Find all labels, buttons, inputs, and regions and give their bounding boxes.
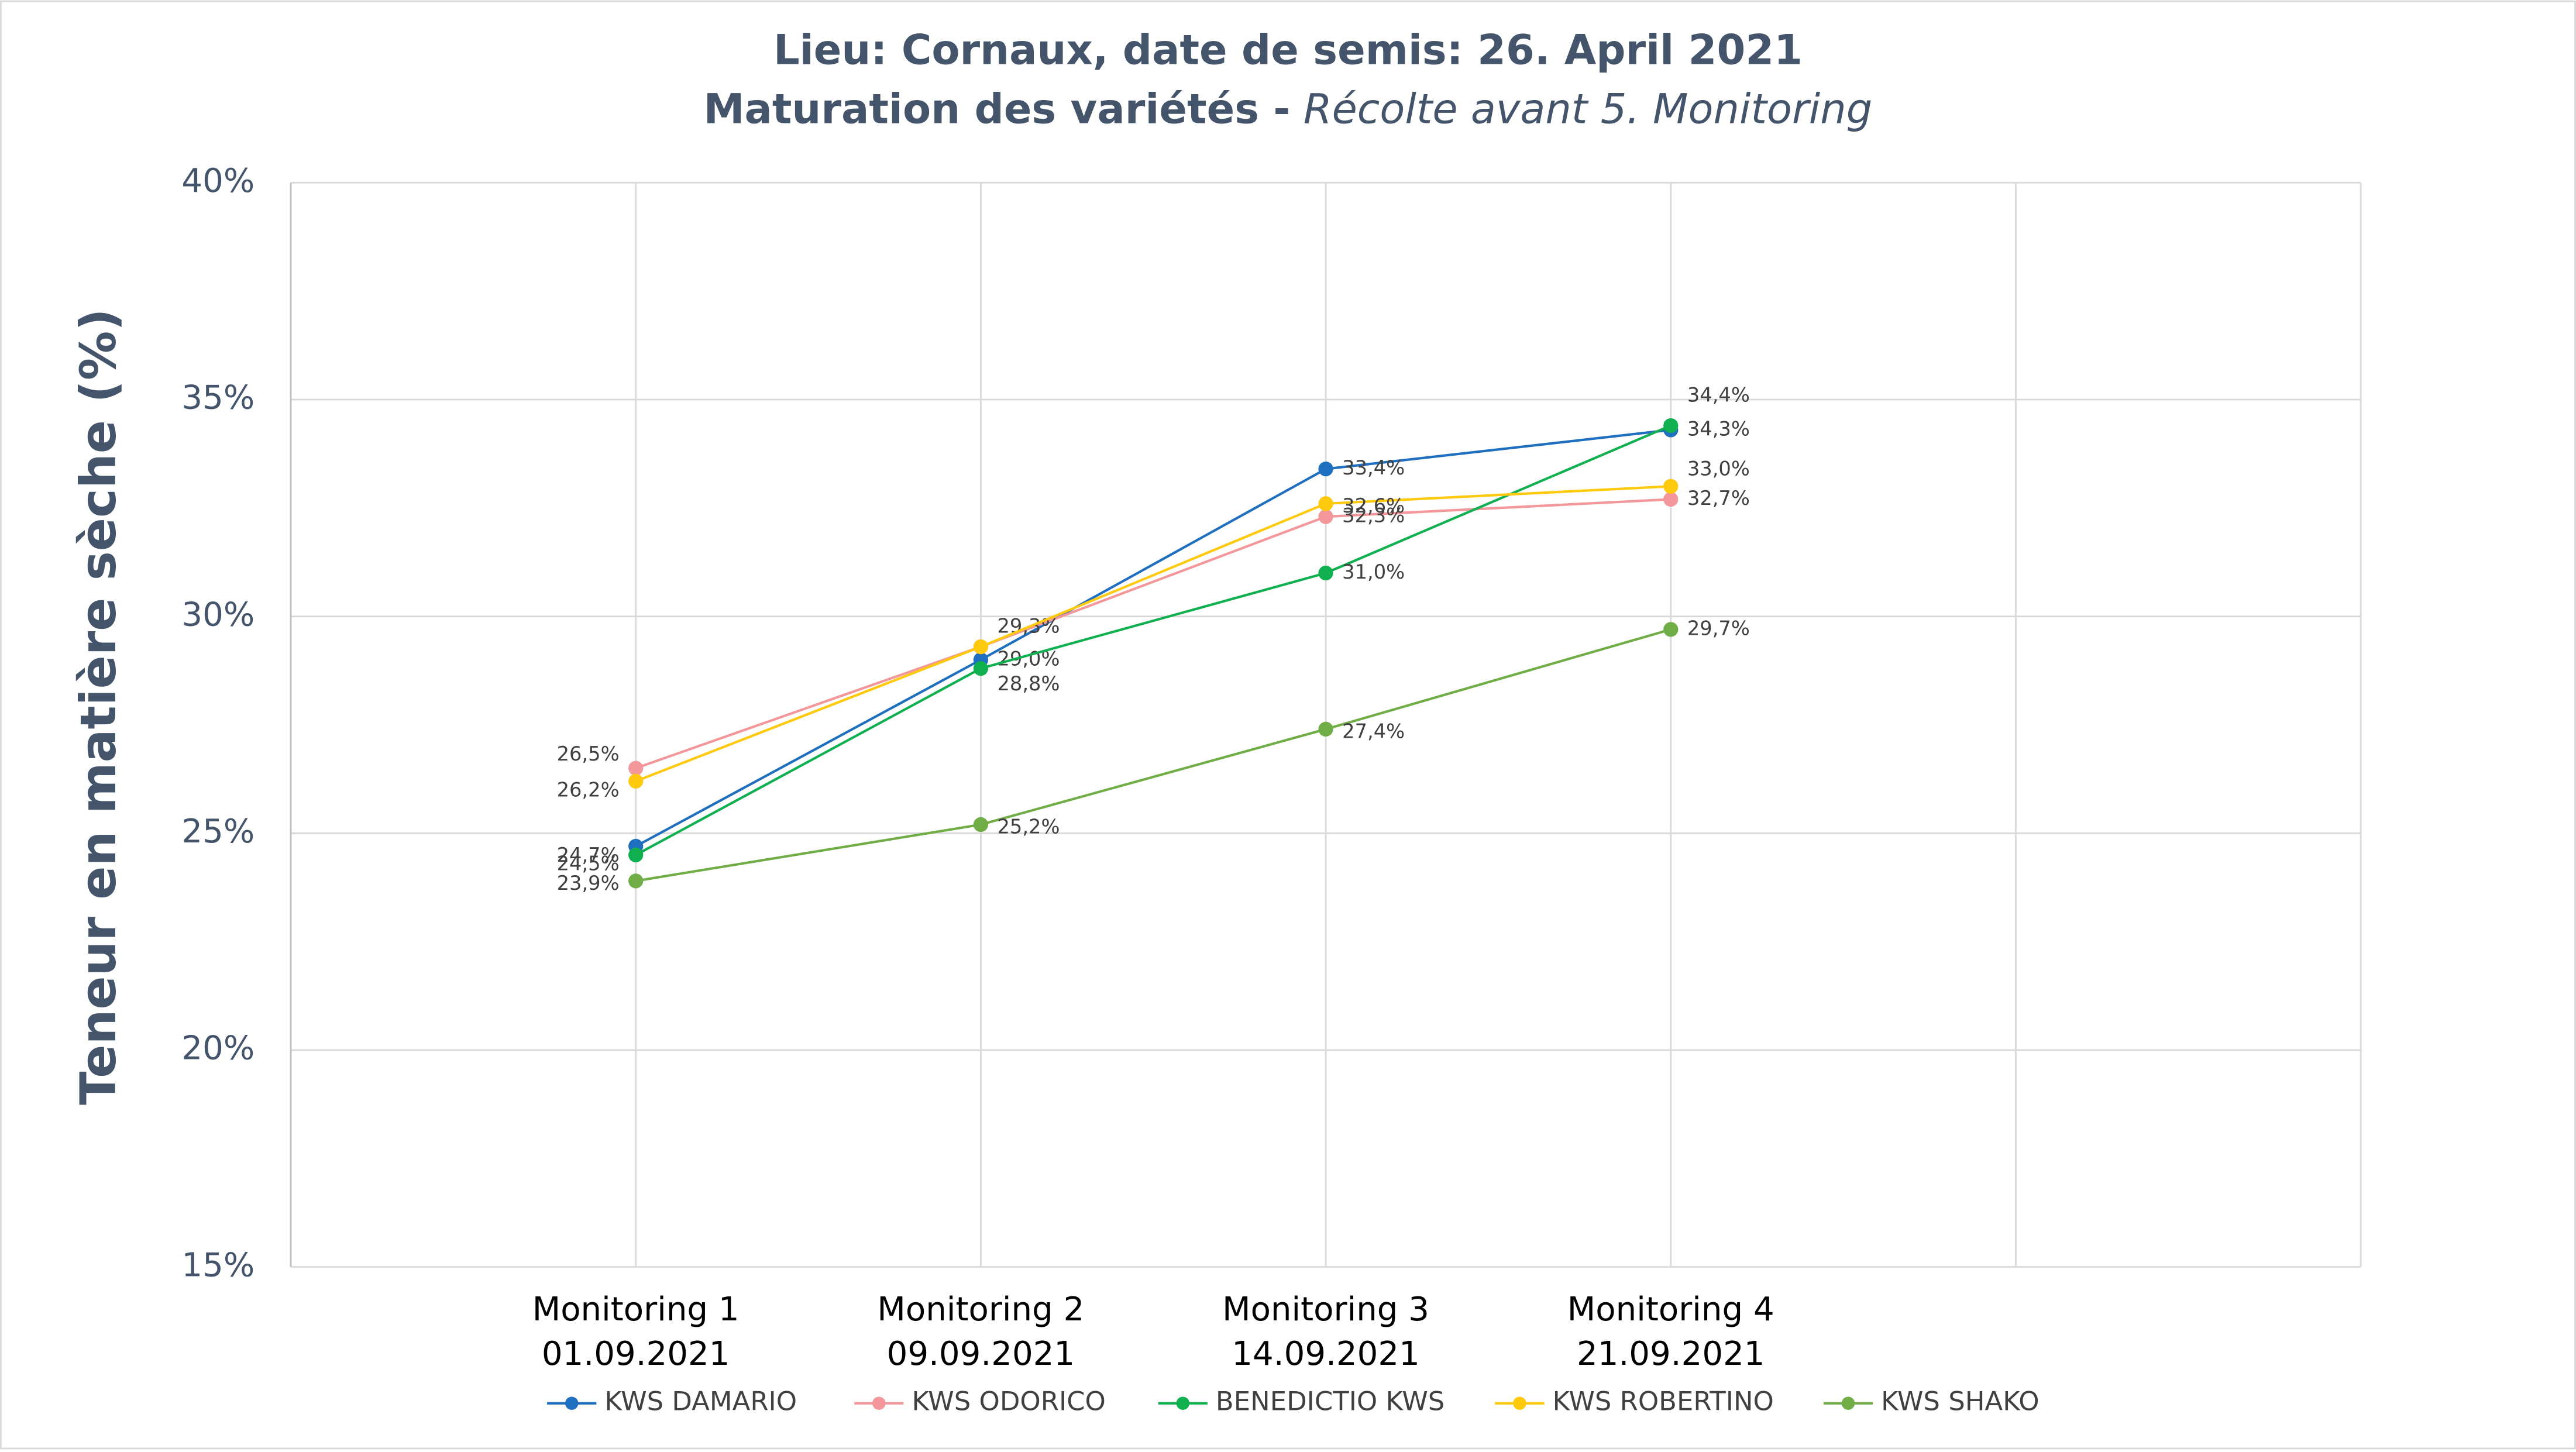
data-point (973, 817, 989, 832)
data-label: 29,7% (1687, 617, 1750, 639)
data-label: 24,7% (557, 844, 620, 866)
y-tick-label: 30% (181, 596, 254, 634)
x-tick-label: Monitoring 3 (1222, 1291, 1429, 1329)
y-tick-label: 35% (181, 379, 254, 417)
data-label: 32,7% (1687, 487, 1750, 510)
subtitle-italic: Récolte avant 5. Monitoring (1304, 85, 1872, 133)
x-tick-label: Monitoring 4 (1567, 1291, 1774, 1329)
data-label: 26,2% (557, 779, 620, 801)
data-label: 33,4% (1342, 456, 1405, 479)
series-line (635, 485, 1671, 783)
legend-label: KWS ROBERTINO (1553, 1386, 1774, 1417)
legend-marker (1841, 1396, 1855, 1410)
x-tick-date: 21.09.2021 (1577, 1335, 1765, 1373)
data-point (1318, 461, 1333, 477)
data-label: 33,0% (1687, 457, 1750, 480)
data-label: 31,0% (1342, 560, 1405, 583)
data-point (1663, 418, 1679, 433)
data-point (628, 761, 644, 776)
y-tick-label: 40% (181, 162, 254, 200)
legend-label: KWS SHAKO (1881, 1386, 2039, 1417)
data-label: 26,5% (557, 742, 620, 765)
legend-label: BENEDICTIO KWS (1216, 1386, 1445, 1417)
data-point (1663, 622, 1679, 637)
data-point (628, 873, 644, 889)
data-label: 32,6% (1342, 494, 1405, 517)
legend-marker (1513, 1396, 1526, 1410)
subtitle: Maturation des variétés - (704, 85, 1291, 133)
data-label: 34,4% (1687, 383, 1750, 406)
data-point (1663, 491, 1679, 507)
data-label: 32,3% (1342, 504, 1405, 527)
data-point (973, 639, 989, 655)
data-label: 28,8% (997, 672, 1060, 695)
data-point (1318, 721, 1333, 737)
data-label: 34,3% (1687, 417, 1750, 440)
data-point (1663, 479, 1679, 494)
y-tick-label: 25% (181, 813, 254, 851)
y-tick-label: 15% (181, 1246, 254, 1284)
data-label: 27,4% (1342, 720, 1405, 743)
legend-marker (872, 1396, 886, 1410)
chart-title: Lieu: Cornaux, date de semis: 26. April … (773, 26, 1803, 74)
x-tick-label: Monitoring 2 (877, 1291, 1084, 1329)
data-point (628, 847, 644, 863)
series-line (635, 424, 1672, 856)
chart-subtitle: Maturation des variétés - Récolte avant … (704, 85, 1873, 133)
legend-marker (565, 1396, 579, 1410)
x-tick-date: 09.09.2021 (887, 1335, 1075, 1373)
x-tick-date: 14.09.2021 (1232, 1335, 1420, 1373)
data-label: 24,5% (557, 852, 620, 875)
data-label: 25,2% (997, 816, 1060, 838)
series-line (635, 428, 1672, 848)
series-line (635, 498, 1671, 770)
x-tick-date: 01.09.2021 (542, 1335, 730, 1373)
data-point (1318, 565, 1333, 581)
data-point (973, 660, 989, 676)
data-point (628, 773, 644, 789)
data-label: 29,0% (997, 647, 1060, 670)
data-point (1318, 509, 1333, 524)
data-point (1318, 496, 1333, 511)
legend-marker (1176, 1396, 1190, 1410)
y-axis-label: Teneur en matière sèche (%) (70, 308, 127, 1105)
legend-label: KWS DAMARIO (604, 1386, 797, 1417)
y-tick-label: 20% (181, 1030, 254, 1068)
data-label: 23,9% (557, 872, 620, 894)
x-tick-label: Monitoring 1 (532, 1291, 740, 1329)
series-line (635, 628, 1672, 882)
legend-label: KWS ODORICO (912, 1386, 1105, 1417)
